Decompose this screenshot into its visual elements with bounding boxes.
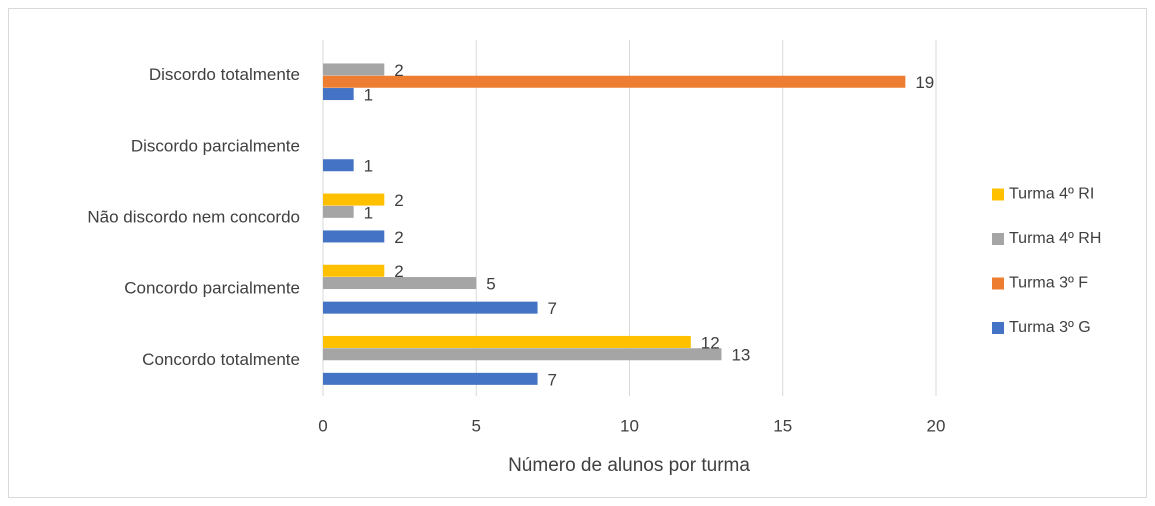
data-label: 2 bbox=[394, 262, 403, 281]
bar bbox=[323, 230, 385, 243]
data-label: 7 bbox=[548, 299, 557, 318]
legend-swatch bbox=[992, 233, 1004, 245]
bar bbox=[323, 372, 538, 385]
data-label: 2 bbox=[394, 228, 403, 247]
bar bbox=[323, 301, 538, 314]
x-tick-label: 20 bbox=[927, 416, 946, 435]
x-tick-label: 0 bbox=[318, 416, 327, 435]
bar bbox=[323, 75, 906, 88]
y-tick-label: Concordo parcialmente bbox=[124, 279, 300, 298]
y-tick-label: Discordo totalmente bbox=[149, 65, 300, 84]
bar bbox=[323, 264, 385, 277]
legend-swatch bbox=[992, 322, 1004, 334]
data-label: 2 bbox=[394, 61, 403, 80]
x-tick-label: 5 bbox=[472, 416, 481, 435]
x-tick-label: 15 bbox=[773, 416, 792, 435]
bar bbox=[323, 348, 722, 361]
data-label: 5 bbox=[486, 275, 495, 294]
data-label: 19 bbox=[915, 73, 934, 92]
y-tick-label: Não discordo nem concordo bbox=[87, 207, 300, 226]
data-label: 1 bbox=[364, 157, 373, 176]
data-label: 12 bbox=[701, 333, 720, 352]
data-label: 2 bbox=[394, 191, 403, 210]
bar bbox=[323, 193, 385, 206]
data-label: 1 bbox=[364, 203, 373, 222]
legend-swatch bbox=[992, 188, 1004, 201]
x-tick-label: 10 bbox=[620, 416, 639, 435]
legend-label: Turma 3º F bbox=[1009, 275, 1088, 292]
legend-swatch bbox=[992, 277, 1004, 290]
legend-label: Turma 3º G bbox=[1009, 319, 1091, 336]
data-label: 1 bbox=[364, 86, 373, 105]
legend-label: Turma 4º RI bbox=[1009, 186, 1094, 203]
y-tick-label: Discordo parcialmente bbox=[131, 136, 300, 155]
bar bbox=[323, 277, 477, 290]
legend-label: Turma 4º RH bbox=[1009, 230, 1101, 247]
bar bbox=[323, 63, 385, 76]
data-label: 7 bbox=[548, 370, 557, 389]
bar bbox=[323, 205, 354, 218]
chart-border bbox=[8, 8, 1147, 498]
data-label: 13 bbox=[731, 346, 750, 365]
bar bbox=[323, 159, 354, 172]
bar bbox=[323, 88, 354, 101]
x-axis-title: Número de alunos por turma bbox=[508, 455, 750, 476]
y-tick-label: Concordo totalmente bbox=[142, 350, 300, 369]
bar bbox=[323, 335, 691, 348]
